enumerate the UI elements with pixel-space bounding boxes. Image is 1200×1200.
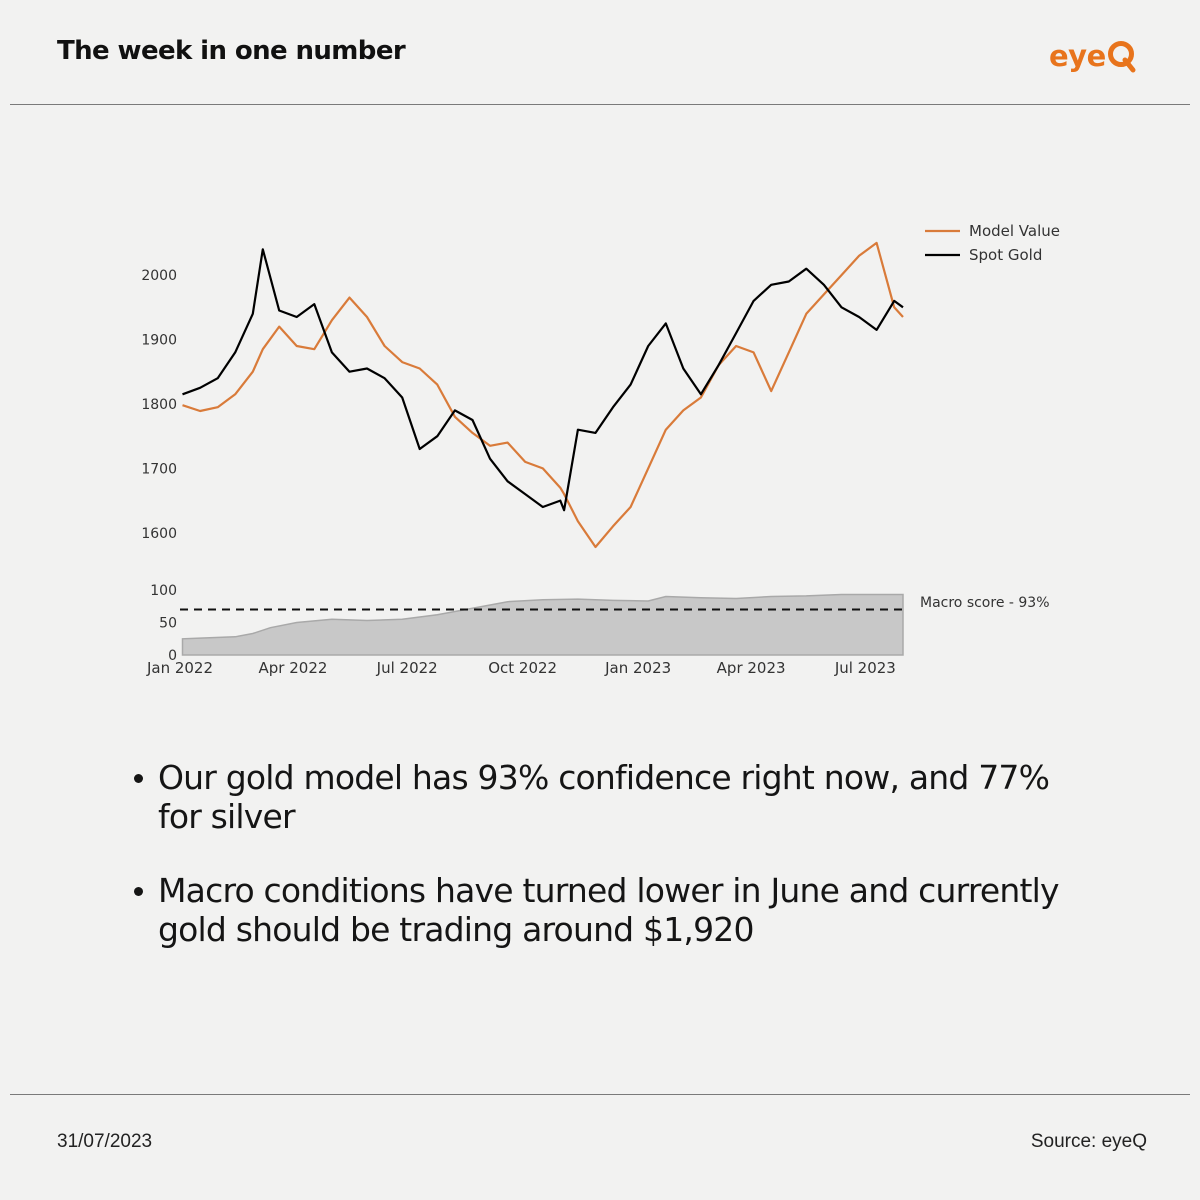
x-tick-label: Jul 2023: [834, 659, 896, 677]
header-divider: [10, 104, 1190, 105]
price-lines: [182, 241, 904, 549]
y-tick-label: 2000: [141, 268, 177, 284]
y-tick-label: 1700: [141, 461, 177, 477]
footer-date: 31/07/2023: [57, 1131, 153, 1152]
macro-y-tick-label: 100: [150, 583, 177, 599]
macro-score-area: [180, 593, 904, 656]
model-value-line: [182, 241, 904, 549]
chart-legend: Model Value Spot Gold: [925, 222, 1060, 264]
x-tick-label: Apr 2022: [259, 659, 328, 677]
bullet-text: Our gold model has 93% confidence right …: [158, 758, 1050, 836]
legend-label-model: Model Value: [969, 222, 1060, 240]
footer-divider: [10, 1094, 1190, 1095]
x-tick-label: Jan 2023: [604, 659, 671, 677]
bullet-item-macro: Macro conditions have turned lower in Ju…: [130, 871, 1090, 949]
logo-text: eye: [1049, 39, 1106, 73]
y-tick-label: 1800: [141, 397, 177, 413]
bullet-text: Macro conditions have turned lower in Ju…: [158, 871, 1060, 949]
chart-axes: 1600 1700 1800 1900 2000 0 50 100 Jan 2022 Apr 20…: [141, 268, 1049, 677]
macro-y-tick-label: 0: [168, 648, 177, 664]
page-title: The week in one number: [57, 36, 406, 66]
spot-gold-line: [182, 248, 904, 512]
macro-score-fill: [181, 593, 904, 656]
bullet-list: Our gold model has 93% confidence right …: [130, 758, 1090, 984]
bullet-item-confidence: Our gold model has 93% confidence right …: [130, 758, 1090, 836]
footer-source: Source: eyeQ: [1030, 1131, 1147, 1152]
macro-y-tick-label: 50: [159, 616, 177, 632]
bullet-dot: [134, 887, 143, 896]
x-tick-label: Jul 2022: [376, 659, 438, 677]
x-tick-label: Jan 2022: [146, 659, 213, 677]
macro-score-label: Macro score - 93%: [920, 595, 1050, 611]
gold-chart: 1600 1700 1800 1900 2000 0 50 100 Jan 2022 Apr 20…: [141, 222, 1060, 677]
bullet-dot: [134, 774, 143, 783]
x-tick-label: Oct 2022: [488, 659, 557, 677]
x-tick-label: Apr 2023: [717, 659, 786, 677]
eyeq-logo: eye: [1049, 36, 1137, 76]
y-tick-label: 1900: [141, 333, 177, 349]
y-tick-label: 1600: [141, 526, 177, 542]
legend-label-spot: Spot Gold: [969, 246, 1042, 264]
logo-q-icon: [1107, 41, 1136, 73]
